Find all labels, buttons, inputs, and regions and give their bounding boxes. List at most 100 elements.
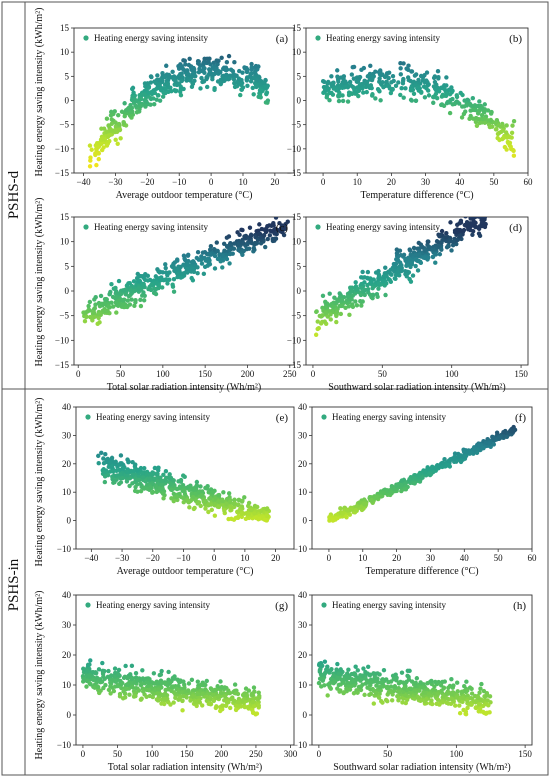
data-point — [383, 265, 388, 270]
x-tick-label: 100 — [156, 369, 170, 379]
x-tick-label: 40 — [455, 177, 465, 187]
data-point — [187, 78, 193, 83]
data-point — [507, 134, 513, 140]
data-point — [317, 669, 323, 674]
data-point — [433, 252, 439, 257]
panel-tag: (e) — [276, 412, 289, 424]
data-point — [366, 73, 371, 79]
y-tick-label: 20 — [62, 650, 72, 660]
x-tick-label: 0 — [317, 749, 322, 759]
data-point — [104, 143, 110, 148]
data-point — [453, 703, 458, 708]
data-point — [169, 88, 174, 94]
data-point — [109, 121, 115, 126]
data-point — [501, 429, 506, 435]
data-point — [145, 81, 150, 86]
data-point — [134, 110, 140, 115]
data-point — [201, 61, 206, 66]
data-point — [89, 147, 94, 152]
data-point — [449, 85, 454, 90]
data-point — [381, 84, 386, 90]
data-point — [413, 98, 419, 103]
data-point — [450, 242, 456, 248]
data-point — [358, 299, 363, 304]
x-axis-label: Southward solar radiation intensity (Wh/… — [328, 382, 505, 393]
x-tick-label: −10 — [176, 553, 191, 563]
data-point — [247, 225, 253, 230]
y-tick-label: −15 — [287, 168, 302, 178]
data-point — [130, 481, 135, 486]
data-point — [263, 84, 269, 90]
data-point — [480, 105, 485, 111]
data-point — [88, 158, 93, 163]
data-point — [185, 68, 190, 73]
data-point — [325, 693, 330, 698]
data-point — [109, 464, 115, 469]
data-point — [341, 80, 347, 85]
data-point — [195, 691, 201, 697]
data-point — [457, 703, 462, 708]
data-point — [263, 244, 268, 250]
data-point — [130, 86, 135, 92]
data-point — [340, 511, 346, 516]
data-point — [89, 315, 94, 320]
data-point — [416, 77, 421, 83]
data-point — [154, 697, 160, 702]
data-point — [228, 696, 234, 702]
data-point — [253, 696, 259, 701]
data-point — [412, 73, 418, 78]
y-tick-label: 15 — [292, 212, 302, 222]
data-point — [448, 220, 453, 225]
data-point — [95, 312, 101, 317]
data-point — [355, 690, 360, 695]
data-point — [118, 136, 123, 141]
data-point — [93, 151, 98, 156]
data-point — [401, 696, 406, 701]
data-point — [502, 144, 508, 150]
data-point — [129, 663, 135, 669]
data-point — [123, 663, 128, 669]
data-point — [444, 75, 449, 80]
data-point — [482, 120, 488, 125]
data-point — [259, 88, 265, 94]
data-point — [403, 258, 408, 263]
data-point — [106, 133, 111, 138]
data-point — [511, 428, 517, 434]
data-point — [103, 452, 108, 457]
data-point — [452, 451, 458, 456]
y-tick-label: 10 — [292, 237, 302, 247]
data-point — [440, 700, 445, 705]
data-point — [426, 471, 432, 476]
ylabel-row-1: Heating energy saving intensity (kWh/m²) — [34, 8, 45, 177]
data-point — [326, 86, 331, 91]
y-tick-label: 20 — [298, 650, 308, 660]
y-tick-label: −15 — [287, 360, 302, 370]
data-point — [283, 222, 288, 227]
data-point — [160, 486, 165, 491]
data-point — [328, 676, 334, 682]
data-point — [153, 274, 159, 279]
data-point — [151, 671, 157, 676]
data-point — [150, 490, 155, 495]
data-point — [121, 288, 126, 293]
data-point — [167, 277, 172, 282]
data-point — [470, 232, 475, 237]
data-point — [485, 108, 491, 113]
data-point — [93, 294, 98, 300]
data-point — [227, 499, 233, 505]
data-point — [457, 233, 463, 239]
x-tick-label: 50 — [494, 553, 504, 563]
data-point — [430, 701, 435, 707]
data-point — [402, 686, 407, 691]
data-point — [185, 253, 191, 258]
data-point — [432, 691, 437, 696]
data-point — [401, 95, 406, 100]
panel-tag: (b) — [509, 33, 522, 45]
data-point — [210, 76, 215, 82]
data-point — [241, 692, 246, 698]
data-point — [337, 303, 342, 309]
data-point — [147, 693, 153, 699]
data-point — [327, 308, 332, 314]
data-point — [104, 116, 110, 121]
data-point — [454, 238, 460, 243]
